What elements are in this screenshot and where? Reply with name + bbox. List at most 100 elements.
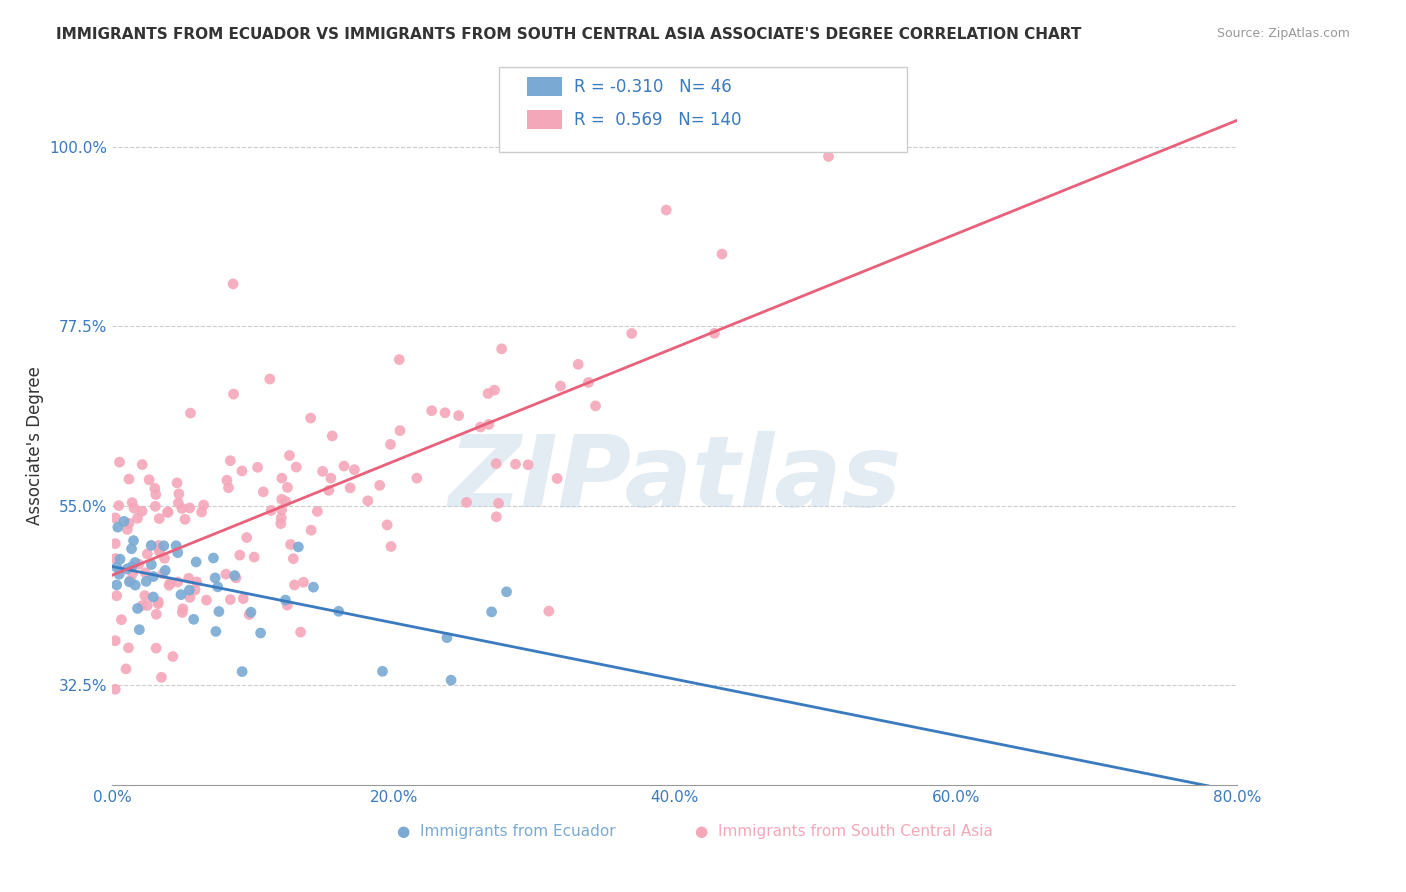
Point	[104, 551, 127, 566]
Point	[481, 605, 503, 619]
Point	[115, 562, 138, 576]
Point	[218, 481, 240, 495]
Point	[118, 516, 141, 531]
Point	[208, 605, 231, 619]
Point	[517, 458, 540, 472]
Point	[817, 149, 839, 163]
Point	[655, 202, 678, 217]
Point	[260, 503, 283, 517]
Point	[318, 483, 340, 498]
Point	[388, 352, 411, 367]
Point	[121, 541, 143, 556]
Point	[333, 458, 356, 473]
Point	[167, 496, 190, 510]
Text: R = -0.310   N= 46: R = -0.310 N= 46	[574, 78, 731, 95]
Point	[145, 607, 167, 622]
Point	[179, 500, 201, 515]
Point	[104, 536, 127, 550]
Point	[222, 387, 245, 401]
Point	[405, 471, 427, 485]
Text: ●  Immigrants from South Central Asia: ● Immigrants from South Central Asia	[695, 824, 993, 839]
Point	[287, 540, 309, 554]
Point	[307, 504, 329, 518]
Point	[283, 551, 305, 566]
Point	[186, 574, 208, 589]
Point	[567, 357, 589, 371]
Point	[124, 556, 146, 570]
Point	[484, 383, 506, 397]
Point	[578, 376, 600, 390]
Point	[118, 574, 141, 589]
Point	[357, 493, 380, 508]
Point	[231, 665, 253, 679]
Point	[371, 665, 394, 679]
Point	[170, 501, 193, 516]
Point	[131, 458, 153, 472]
Point	[183, 612, 205, 626]
Point	[550, 379, 572, 393]
Point	[104, 682, 127, 697]
Point	[134, 566, 156, 580]
Point	[243, 550, 266, 565]
Point	[141, 558, 163, 572]
Point	[380, 437, 402, 451]
Point	[153, 551, 176, 566]
Point	[270, 471, 292, 485]
Point	[110, 613, 132, 627]
Point	[276, 598, 298, 612]
Point	[174, 512, 197, 526]
Point	[456, 495, 478, 509]
Point	[299, 411, 322, 425]
Point	[505, 457, 527, 471]
Point	[485, 509, 508, 524]
Text: ZIPatlas: ZIPatlas	[449, 432, 901, 528]
Point	[179, 591, 201, 605]
Point	[149, 544, 172, 558]
Point	[620, 326, 643, 341]
Point	[388, 424, 411, 438]
Point	[145, 487, 167, 501]
Point	[157, 578, 180, 592]
Point	[143, 500, 166, 514]
Point	[235, 531, 257, 545]
Point	[290, 625, 312, 640]
Point	[155, 564, 177, 578]
Point	[204, 571, 226, 585]
Point	[215, 473, 238, 487]
Point	[186, 555, 208, 569]
Point	[302, 580, 325, 594]
Point	[172, 602, 194, 616]
Point	[121, 495, 143, 509]
Point	[120, 573, 142, 587]
Point	[270, 516, 292, 531]
Point	[231, 464, 253, 478]
Point	[136, 599, 159, 613]
Point	[328, 604, 350, 618]
Point	[143, 481, 166, 495]
Point	[138, 473, 160, 487]
Point	[229, 548, 252, 562]
Point	[478, 417, 501, 432]
Point	[319, 471, 342, 485]
Point	[485, 457, 508, 471]
Point	[299, 523, 322, 537]
Point	[205, 624, 228, 639]
Point	[115, 662, 138, 676]
Point	[470, 420, 492, 434]
Point	[274, 593, 297, 607]
Point	[131, 504, 153, 518]
Point	[170, 588, 193, 602]
Point	[152, 566, 174, 581]
Y-axis label: Associate's Degree: Associate's Degree	[27, 367, 44, 525]
Point	[219, 592, 242, 607]
Point	[167, 487, 190, 501]
Point	[145, 641, 167, 656]
Point	[368, 478, 391, 492]
Point	[177, 571, 200, 585]
Point	[179, 406, 201, 420]
Point	[108, 499, 131, 513]
Point	[148, 538, 170, 552]
Text: R =  0.569   N= 140: R = 0.569 N= 140	[574, 111, 741, 128]
Point	[436, 631, 458, 645]
Point	[162, 649, 184, 664]
